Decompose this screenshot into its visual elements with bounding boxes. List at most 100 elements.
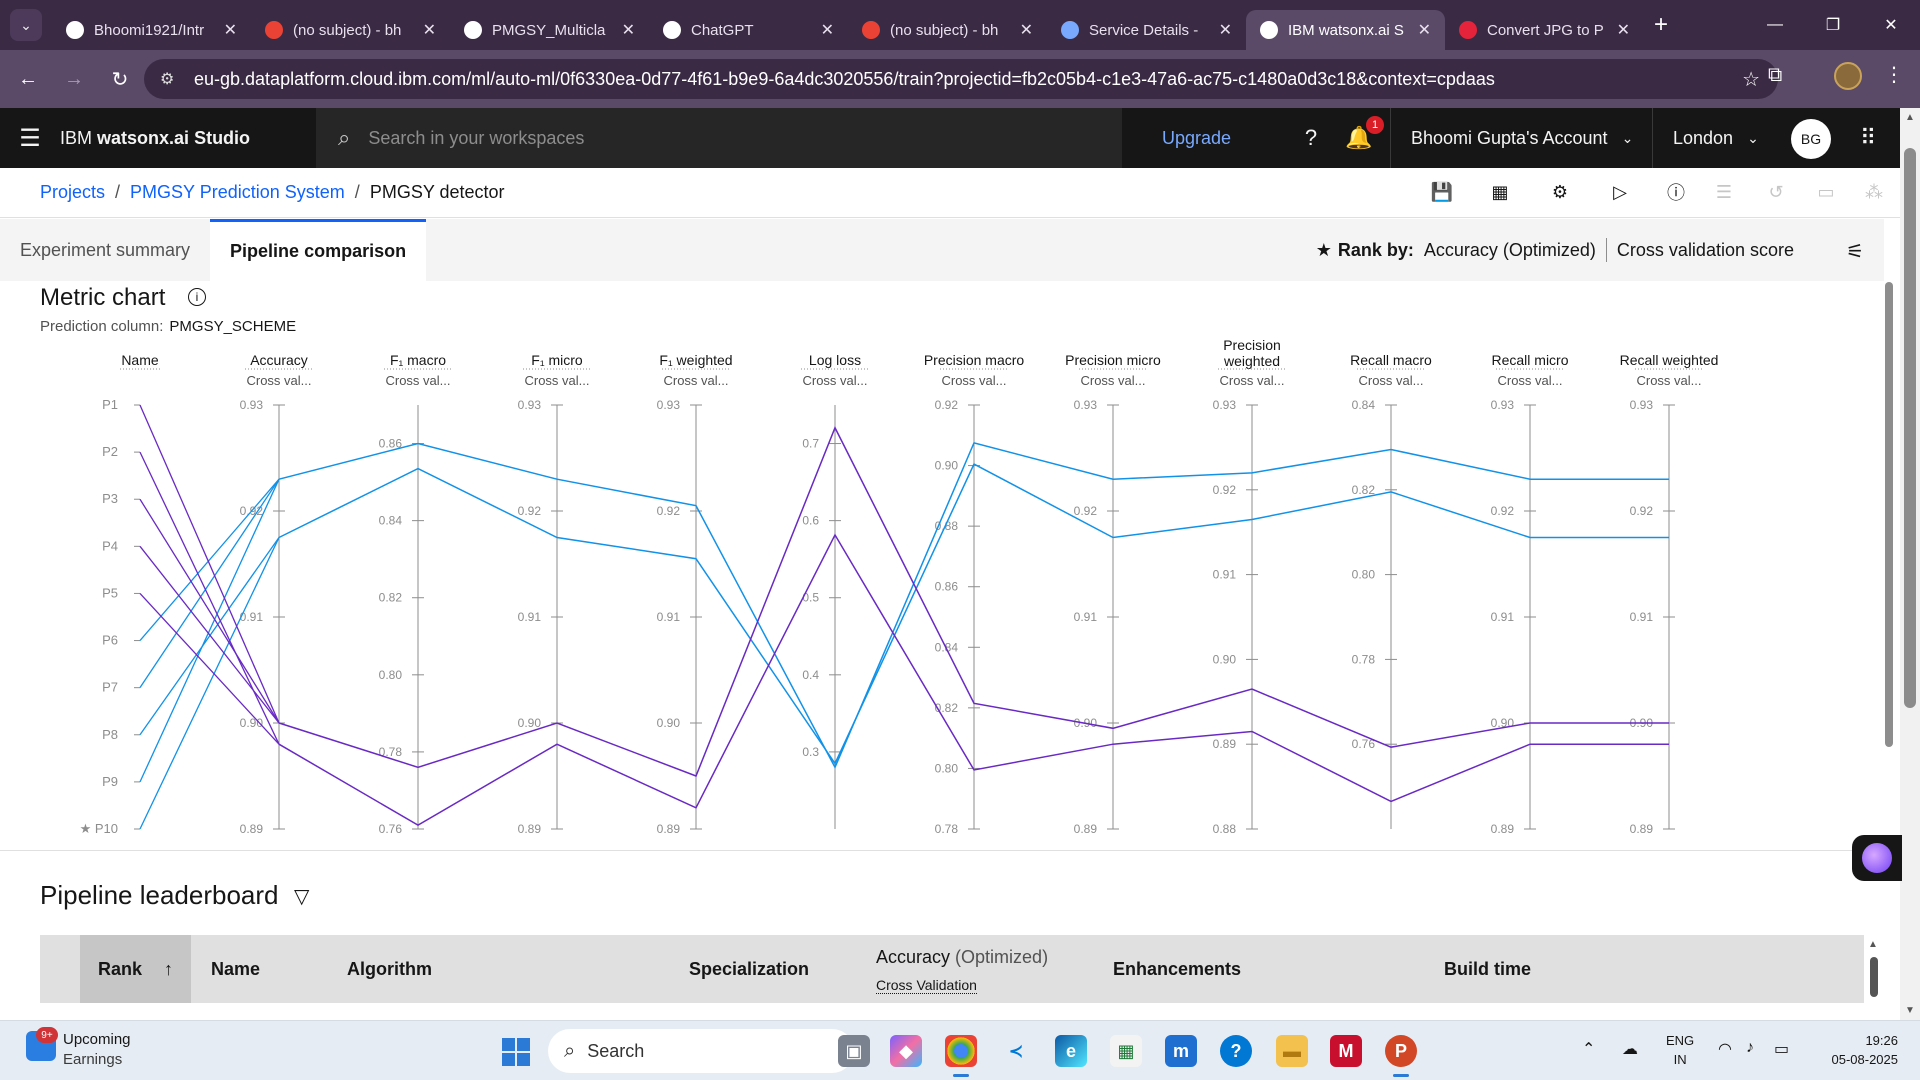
powerpoint-icon[interactable]: P xyxy=(1385,1035,1417,1077)
scroll-up-arrow[interactable]: ▲ xyxy=(1905,112,1915,123)
page-scrollbar-thumb[interactable] xyxy=(1904,148,1916,708)
forward-button[interactable]: → xyxy=(64,67,84,90)
close-tab-icon[interactable]: ✕ xyxy=(1417,22,1431,39)
wifi-icon[interactable]: ◠ xyxy=(1718,1041,1732,1058)
axis-title: Precision macro xyxy=(924,352,1025,368)
restore-button[interactable]: ❐ xyxy=(1825,17,1841,34)
system-clock[interactable]: 19:26 05-08-2025 xyxy=(1818,1031,1899,1069)
scrollbar-thumb[interactable] xyxy=(1870,957,1878,997)
workspace-search-input[interactable]: ⌕ Search in your workspaces xyxy=(316,108,1122,168)
close-tab-icon[interactable]: ✕ xyxy=(1218,22,1232,39)
column-enhancements[interactable]: Enhancements xyxy=(1113,958,1242,979)
help-app-icon[interactable]: ? xyxy=(1220,1035,1252,1067)
mysql-icon[interactable]: m xyxy=(1165,1035,1197,1067)
breadcrumb-project[interactable]: PMGSY Prediction System xyxy=(130,182,345,202)
lineage-icon[interactable]: ☰ xyxy=(1715,181,1733,202)
browser-menu-icon[interactable]: ⋮ xyxy=(1884,64,1904,86)
upgrade-link[interactable]: Upgrade xyxy=(1162,127,1232,148)
save-icon[interactable]: 💾 xyxy=(1430,181,1454,202)
rank-by-selector[interactable]: ★ Rank by: Accuracy (Optimized) Cross va… xyxy=(1316,219,1794,281)
column-rank[interactable]: Rank ↑ xyxy=(80,935,191,1003)
run-play-icon[interactable]: ▷ xyxy=(1613,181,1627,202)
language-indicator[interactable]: ENG IN xyxy=(1666,1031,1694,1069)
browser-tab[interactable]: Bhoomi1921/Intr ✕ xyxy=(52,10,251,50)
axis-title-name: Name xyxy=(121,352,159,368)
store-icon[interactable]: ▦ xyxy=(1110,1035,1142,1067)
column-algorithm[interactable]: Algorithm xyxy=(347,958,432,979)
scroll-up-arrow[interactable]: ▲ xyxy=(1868,939,1878,950)
browser-tab[interactable]: ChatGPT ✕ xyxy=(649,10,848,50)
close-tab-icon[interactable]: ✕ xyxy=(1616,22,1630,39)
browser-tab[interactable]: PMGSY_Multicla ✕ xyxy=(450,10,649,50)
copilot-icon[interactable]: ◆ xyxy=(890,1035,922,1067)
extensions-icon[interactable]: ⧉ xyxy=(1768,64,1783,86)
column-accuracy[interactable]: Accuracy (Optimized) xyxy=(876,947,1048,968)
close-tab-icon[interactable]: ✕ xyxy=(1019,22,1033,39)
axis-tick-label: 0.91 xyxy=(518,610,542,624)
file-explorer-icon[interactable]: ▬ xyxy=(1276,1035,1308,1067)
network-status-icon[interactable]: ☁ xyxy=(1622,1041,1638,1058)
battery-icon[interactable]: ▭ xyxy=(1774,1041,1790,1058)
filter-icon[interactable]: ▽ xyxy=(294,886,310,908)
calculator-icon[interactable]: ▦ xyxy=(1491,181,1509,202)
browser-tab[interactable]: IBM watsonx.ai S ✕ xyxy=(1246,10,1445,50)
user-avatar[interactable]: BG xyxy=(1791,119,1831,159)
volume-icon[interactable]: ♪ xyxy=(1746,1039,1754,1056)
axis-tick-label: 0.82 xyxy=(1352,483,1376,497)
breadcrumb-projects[interactable]: Projects xyxy=(40,182,106,202)
tab-pipeline-comparison[interactable]: Pipeline comparison xyxy=(210,219,427,281)
chart-panel-scrollbar[interactable] xyxy=(1884,282,1894,747)
edge-icon[interactable]: e xyxy=(1055,1035,1087,1067)
pipeline-link xyxy=(139,478,280,689)
minimize-button[interactable]: — xyxy=(1767,16,1783,33)
product-brand[interactable]: IBM watsonx.ai Studio xyxy=(60,128,315,149)
sliders-icon[interactable]: ⚟ xyxy=(1846,241,1864,263)
close-tab-icon[interactable]: ✕ xyxy=(223,22,237,39)
bookmark-star-icon[interactable]: ☆ xyxy=(1742,68,1760,91)
column-build-time[interactable]: Build time xyxy=(1444,958,1532,979)
browser-tab[interactable]: (no subject) - bh ✕ xyxy=(848,10,1047,50)
history-icon[interactable]: ↺ xyxy=(1768,181,1784,202)
reload-button[interactable]: ↻ xyxy=(111,68,129,91)
mcafee-icon[interactable]: M xyxy=(1330,1035,1362,1067)
tab-search-button[interactable]: ⌄ xyxy=(10,9,42,41)
close-tab-icon[interactable]: ✕ xyxy=(820,22,834,39)
close-tab-icon[interactable]: ✕ xyxy=(621,22,635,39)
page-scrollbar[interactable]: ▲ ▼ xyxy=(1900,108,1920,1020)
leaderboard-scrollbar[interactable]: ▲ xyxy=(1864,935,1884,1003)
settings-gear-icon[interactable]: ⚙ xyxy=(1551,181,1569,202)
site-info-icon[interactable]: ⚙ xyxy=(160,71,175,88)
info-icon[interactable]: i xyxy=(188,288,206,306)
vscode-icon[interactable]: ≺ xyxy=(1008,1040,1024,1061)
help-icon[interactable]: ? xyxy=(1304,125,1318,150)
chrome-icon[interactable] xyxy=(945,1035,977,1077)
tray-overflow-icon[interactable]: ⌃ xyxy=(1582,1041,1596,1058)
url-bar[interactable]: ⚙ eu-gb.dataplatform.cloud.ibm.com/ml/au… xyxy=(144,59,1778,99)
assistant-chat-button[interactable] xyxy=(1852,835,1902,881)
windows-start-icon[interactable] xyxy=(502,1038,530,1066)
account-switcher[interactable]: Bhoomi Gupta's Account ⌄ xyxy=(1390,108,1652,168)
widgets-text[interactable]: Upcoming Earnings xyxy=(63,1030,131,1070)
column-name[interactable]: Name xyxy=(211,958,261,979)
close-window-button[interactable]: ✕ xyxy=(1884,17,1898,34)
scroll-down-arrow[interactable]: ▼ xyxy=(1905,1005,1915,1016)
new-tab-button[interactable]: + xyxy=(1654,11,1669,38)
browser-tab[interactable]: Service Details - ✕ xyxy=(1047,10,1246,50)
browser-tab[interactable]: (no subject) - bh ✕ xyxy=(251,10,450,50)
back-button[interactable]: ← xyxy=(18,67,38,90)
browser-tab[interactable]: Convert JPG to P ✕ xyxy=(1445,10,1644,50)
close-tab-icon[interactable]: ✕ xyxy=(422,22,436,39)
hamburger-menu-icon[interactable]: ☰ xyxy=(19,124,41,152)
taskbar-search[interactable]: ⌕ Search xyxy=(548,1029,854,1073)
profile-avatar[interactable] xyxy=(1834,62,1862,90)
info-icon[interactable]: ⓘ xyxy=(1667,183,1685,203)
column-specialization[interactable]: Specialization xyxy=(689,958,810,979)
integration-icon[interactable]: ⁂ xyxy=(1865,181,1883,202)
region-switcher[interactable]: London ⌄ xyxy=(1652,108,1772,168)
sort-ascending-icon[interactable]: ↑ xyxy=(164,958,174,979)
task-view-icon[interactable]: ▣ xyxy=(838,1035,870,1067)
tab-experiment-summary[interactable]: Experiment summary xyxy=(20,239,191,260)
chart-scrollbar-thumb[interactable] xyxy=(1885,282,1893,747)
app-switcher-icon[interactable]: ⠿ xyxy=(1859,125,1877,150)
comment-icon[interactable]: ▭ xyxy=(1817,181,1835,202)
